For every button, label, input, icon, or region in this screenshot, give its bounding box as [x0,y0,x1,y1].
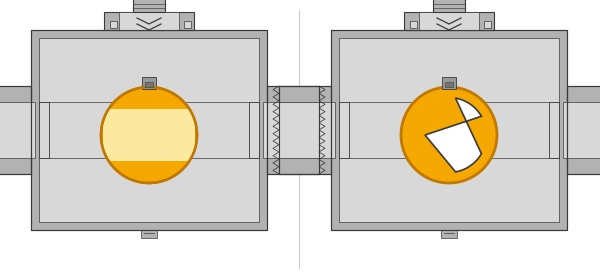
Bar [39,38,259,222]
Bar [445,82,453,87]
Bar [549,102,559,158]
Bar [339,38,559,222]
Bar [184,21,191,28]
Bar [263,102,319,158]
Bar [104,12,194,30]
Bar [279,86,331,174]
Bar [0,86,31,174]
Bar [433,0,465,12]
Bar [567,86,600,174]
Bar [567,86,600,174]
Bar [0,102,35,158]
Circle shape [401,87,497,183]
Bar [103,109,195,161]
Bar [279,102,335,158]
Bar [339,102,349,158]
Bar [141,230,157,238]
Bar [133,0,165,12]
Bar [267,86,319,174]
Bar [39,102,49,158]
Bar [419,12,479,30]
Circle shape [101,87,197,183]
Bar [410,21,417,28]
Bar [110,21,117,28]
Bar [404,12,494,30]
Bar [145,82,153,87]
Bar [279,86,331,174]
Bar [142,77,156,89]
Bar [563,102,600,158]
Bar [31,30,267,230]
Bar [267,86,319,174]
Bar [331,30,567,230]
Bar [484,21,491,28]
Bar [442,77,456,89]
Bar [331,30,567,230]
Bar [249,102,259,158]
Bar [31,30,267,230]
Bar [0,86,31,174]
Polygon shape [425,98,481,172]
Bar [119,12,179,30]
Bar [441,230,457,238]
